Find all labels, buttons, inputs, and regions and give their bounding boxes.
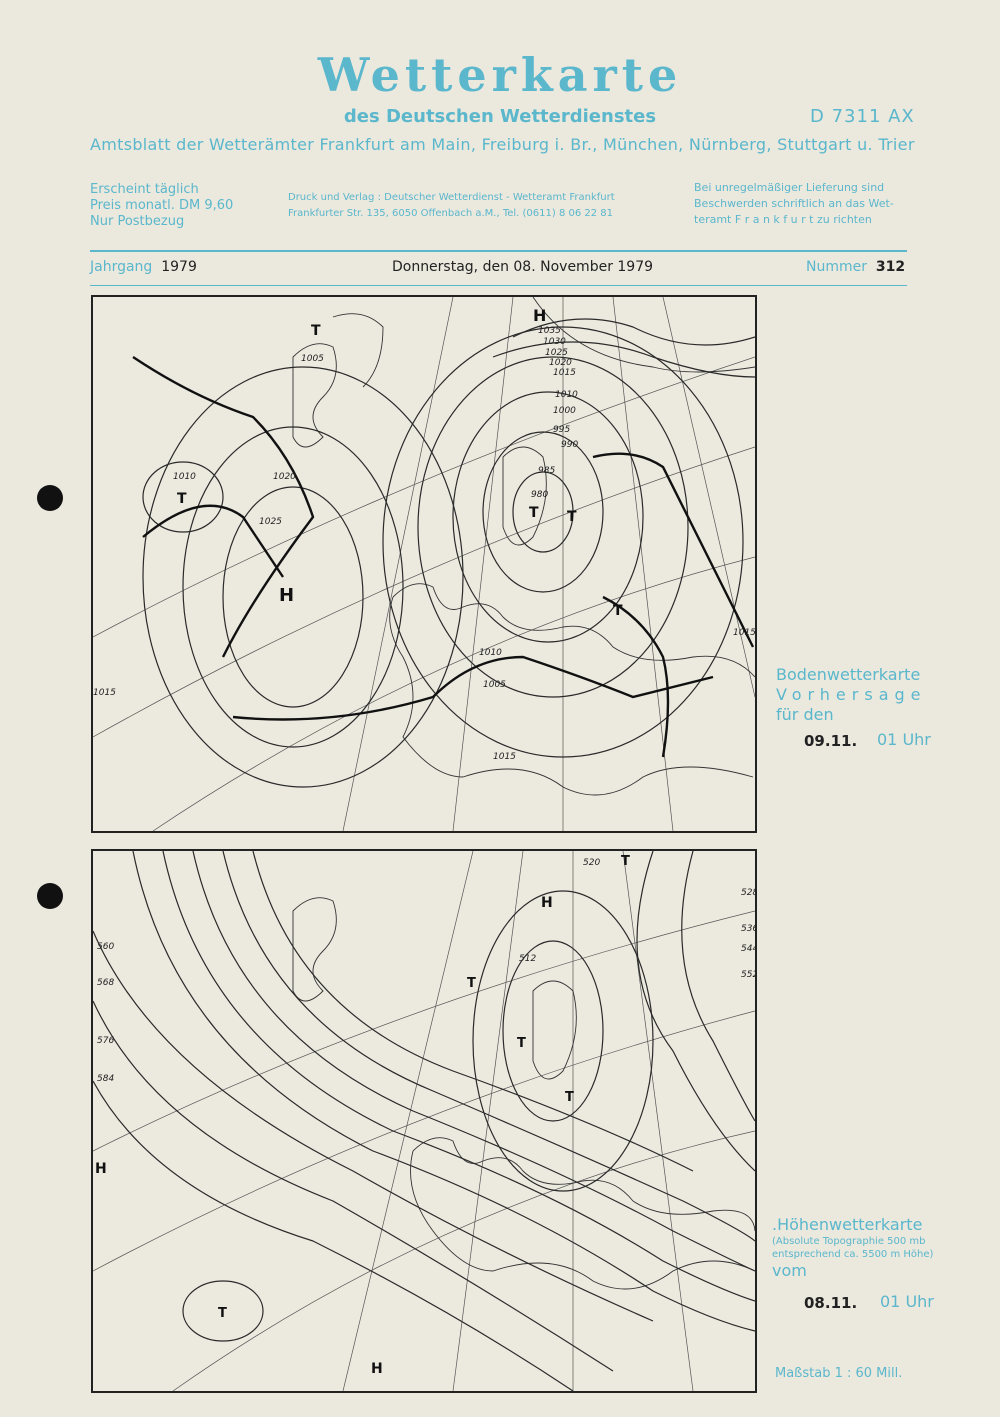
divider [90,285,907,286]
low-label: T [621,854,630,869]
caption-line: Vorhersage [776,685,927,704]
complaint-info: Bei unregelmäßiger Lieferung sind Beschw… [694,180,894,228]
map2-caption: .Höhenwetterkarte (Absolute Topographie … [772,1215,952,1281]
isobar-label: 1010 [173,472,196,482]
nummer-label: Nummer [806,259,867,275]
geopotential-contours [93,851,755,1391]
isobar-label: 1030 [543,337,566,347]
isobar-label: 1005 [483,680,506,690]
publication-code: D 7311 AX [810,106,915,127]
contour-label: 528 [741,888,755,898]
low-label: T [529,505,539,521]
contour-label: 560 [97,942,114,952]
caption-line: vom [772,1261,807,1280]
caption-line: entsprechend ca. 5500 m Höhe) [772,1249,934,1260]
coastlines [292,897,755,1290]
contour-label: 520 [583,858,600,868]
low-label: T [177,491,187,507]
isobar-label: 1025 [545,348,568,358]
contour-label: 536 [741,924,755,934]
info-line: Preis monatl. DM 9,60 [90,198,234,213]
isobar-label: 1020 [549,358,572,368]
high-label: H [533,306,546,325]
contour-label: 512 [519,954,536,964]
isobar-label: 1020 [273,472,296,482]
coastlines [292,297,755,796]
graticule [93,851,755,1391]
isobars [142,318,755,788]
low-label: T [565,1090,574,1105]
contour-label: 544 [741,944,755,954]
high-label: H [279,585,294,606]
upper-air-map: H H H T T T T T 512 520 528 536 544 552 … [91,849,757,1393]
fronts [132,356,755,758]
isobar-label: 1010 [479,648,502,658]
low-label: T [218,1306,227,1321]
high-label: H [95,1161,107,1177]
jahrgang-value: 1979 [161,259,197,275]
map1-date: 09.11. [804,732,858,750]
low-label: T [311,323,321,339]
isobar-label: 1015 [733,628,755,638]
masthead-subtitle: des Deutschen Wetterdienstes [343,106,657,127]
info-line: Beschwerden schriftlich an das Wet- [694,197,894,210]
isobar-label: 1005 [301,354,324,364]
isobar-label: 1010 [555,390,578,400]
jahrgang-label: Jahrgang [90,259,153,275]
high-label: H [541,895,553,911]
contour-label: 576 [97,1036,114,1046]
contour-label: 584 [97,1074,114,1084]
jahrgang: Jahrgang 1979 [90,259,197,275]
issue-date: Donnerstag, den 08. November 1979 [391,259,654,275]
punch-hole [37,883,63,909]
caption-line: .Höhenwetterkarte [772,1215,923,1234]
masthead-title: Wetterkarte [317,48,683,102]
isobar-label: 985 [538,466,555,476]
subscription-info: Erscheint täglich Preis monatl. DM 9,60 … [90,182,233,230]
isobar-label: 980 [531,490,548,500]
caption-line: für den [776,705,834,724]
map1-caption: Bodenwetterkarte Vorhersage für den [776,665,936,725]
isobar-label: 1015 [553,368,576,378]
isobar-label: 1035 [538,326,561,336]
map2-date: 08.11. [804,1294,858,1312]
low-label: T [517,1036,526,1051]
publisher-info: Druck und Verlag : Deutscher Wetterdiens… [288,190,615,222]
isobar-label: 1025 [259,517,282,527]
info-line: Erscheint täglich [90,182,199,197]
low-label: T [567,509,577,525]
isobar-label: 1015 [493,752,516,762]
info-line: Nur Postbezug [90,214,185,229]
info-line: Druck und Verlag : Deutscher Wetterdiens… [288,192,615,203]
map1-time: 01 Uhr [877,730,931,749]
amtsblatt-line: Amtsblatt der Wetterämter Frankfurt am M… [90,135,915,154]
graticule [93,297,755,831]
high-label: H [371,1361,383,1377]
map2-time: 01 Uhr [880,1292,934,1311]
divider [90,250,907,252]
caption-line: (Absolute Topographie 500 mb [772,1236,926,1247]
punch-hole [37,485,63,511]
isobar-label: 1015 [93,688,116,698]
isobar-label: 995 [553,425,570,435]
surface-forecast-map: H H T T T T T 1035 1030 1025 1020 1015 1… [91,295,757,833]
nummer: Nummer 312 [806,259,905,275]
map-scale: Maßstab 1 : 60 Mill. [775,1366,903,1381]
isobar-label: 1000 [553,406,576,416]
low-label: T [613,603,623,619]
info-line: Bei unregelmäßiger Lieferung sind [694,181,885,194]
caption-line: Bodenwetterkarte [776,665,921,684]
info-line: teramt F r a n k f u r t zu richten [694,213,872,226]
contour-label: 552 [741,970,755,980]
info-line: Frankfurter Str. 135, 6050 Offenbach a.M… [288,208,614,219]
nummer-value: 312 [875,259,906,275]
isobar-label: 990 [561,440,578,450]
low-label: T [467,976,476,991]
contour-label: 568 [97,978,114,988]
